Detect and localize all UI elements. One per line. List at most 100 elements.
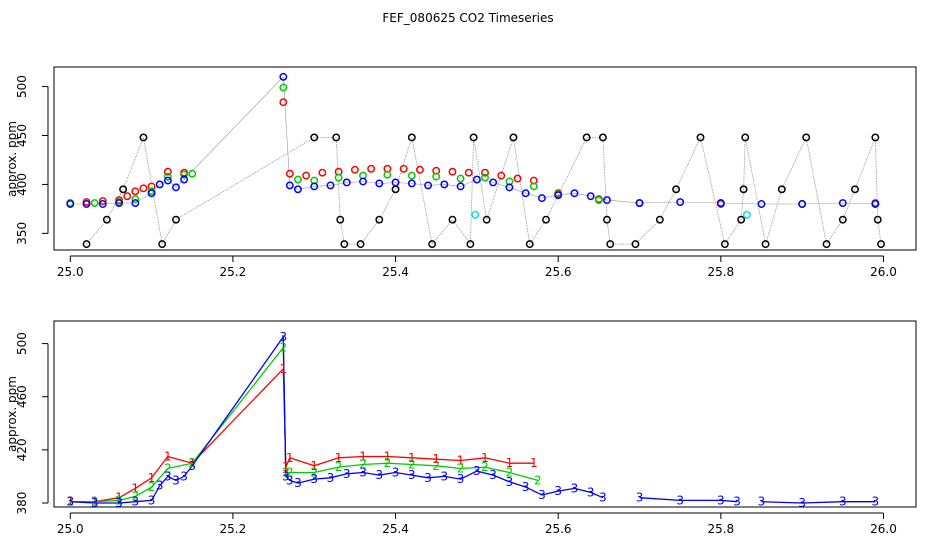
bottom-point-series-2: 2 — [148, 480, 156, 494]
bottom-x-tick-label: 25.2 — [220, 522, 247, 536]
top-plot-frame — [53, 66, 917, 251]
bottom-point-series-3: 3 — [280, 330, 288, 344]
top-y-axis-label: approx. ppm — [5, 121, 19, 197]
bottom-point-series-3: 3 — [872, 495, 880, 509]
top-point-black — [391, 185, 400, 194]
bottom-x-tick-label: 25.4 — [382, 522, 409, 536]
top-point-blue — [115, 199, 124, 207]
bottom-point-series-1: 1 — [148, 471, 156, 485]
top-point-black — [119, 185, 128, 194]
top-point-blue — [326, 181, 335, 190]
top-point-blue — [716, 199, 725, 207]
top-point-blue — [359, 177, 367, 186]
top-point-red — [139, 184, 148, 193]
top-point-blue — [98, 200, 107, 208]
bottom-point-series-2: 2 — [481, 460, 489, 474]
bottom-point-series-1: 1 — [132, 481, 140, 495]
top-point-green — [131, 195, 140, 204]
top-point-red — [513, 174, 522, 183]
bottom-plot-frame — [53, 320, 917, 508]
bottom-point-series-3: 3 — [156, 479, 164, 493]
top-point-black — [761, 240, 770, 249]
top-point-blue — [131, 199, 140, 207]
bottom-point-series-3: 3 — [132, 495, 140, 509]
top-points — [66, 72, 885, 249]
bottom-point-series-3: 3 — [839, 495, 847, 509]
top-point-red — [399, 164, 408, 173]
bottom-point-series-1: 1 — [66, 495, 74, 509]
bottom-point-series-3: 3 — [164, 469, 172, 483]
top-point-black — [542, 215, 550, 224]
bottom-point-series-3: 3 — [172, 473, 180, 487]
bottom-point-series-2: 2 — [188, 456, 196, 470]
figure-title: FEF_080625 CO2 Timeseries — [382, 11, 553, 25]
top-point-black — [672, 185, 681, 194]
bottom-point-series-3: 3 — [424, 471, 432, 485]
bottom-point-series-3: 3 — [538, 488, 546, 502]
top-point-green — [383, 170, 392, 179]
top-point-red — [481, 168, 489, 177]
bottom-point-series-1: 1 — [91, 495, 99, 509]
bottom-point-series-2: 2 — [91, 495, 99, 509]
top-point-black — [606, 240, 615, 249]
bottom-point-series-2: 2 — [115, 493, 123, 507]
bottom-point-series-3: 3 — [188, 459, 196, 473]
top-point-blue — [391, 178, 400, 187]
bottom-point-series-3: 3 — [91, 496, 99, 510]
top-point-red — [131, 187, 140, 196]
top-point-red — [497, 171, 506, 180]
top-point-black — [375, 215, 384, 224]
bottom-point-series-1: 1 — [481, 451, 489, 465]
bottom-point-series-2: 2 — [335, 460, 343, 474]
top-point-blue — [424, 181, 433, 190]
top-point-black — [631, 240, 640, 249]
bottom-point-series-2: 2 — [66, 495, 74, 509]
top-point-green — [407, 171, 416, 180]
top-point-green — [188, 169, 197, 178]
top-point-blue — [310, 182, 319, 191]
top-point-blue — [537, 194, 546, 203]
bottom-point-series-3: 3 — [758, 495, 766, 509]
top-point-red — [350, 165, 359, 174]
top-point-green — [90, 199, 99, 207]
bottom-y-axis: 380 420 460 500 — [15, 332, 49, 514]
top-point-blue — [155, 180, 164, 189]
bottom-point-series-3: 3 — [327, 471, 335, 485]
top-point-green — [279, 83, 288, 92]
top-point-black — [737, 215, 746, 224]
top-connector-line — [86, 136, 882, 246]
top-point-blue — [521, 189, 530, 198]
top-point-green — [481, 173, 489, 182]
bottom-point-series-2: 2 — [506, 465, 514, 479]
bottom-point-series-2: 2 — [457, 461, 465, 475]
top-point-black — [172, 215, 180, 224]
top-point-black — [469, 133, 478, 142]
top-point-blue — [871, 200, 880, 208]
top-point-black — [739, 185, 748, 194]
top-point-blue — [279, 72, 288, 81]
bottom-point-series-3: 3 — [717, 493, 725, 507]
bottom-point-series-2: 2 — [534, 473, 542, 487]
top-y-tick-label: 350 — [15, 222, 29, 245]
top-x-tick-label: 25.0 — [57, 265, 84, 279]
top-point-blue — [505, 183, 514, 192]
bottom-x-tick-label: 25.8 — [707, 522, 734, 536]
top-point-black — [696, 133, 705, 142]
top-point-blue — [294, 185, 302, 194]
bottom-point-series-2: 2 — [408, 457, 416, 471]
top-x-axis: 25.0 25.2 25.4 25.6 25.8 26.0 — [57, 255, 897, 279]
bottom-y-axis-label: approx. ppm — [5, 376, 19, 452]
top-point-red — [98, 197, 107, 206]
top-point-black — [428, 240, 437, 249]
top-point-blue — [180, 175, 189, 184]
top-point-black — [82, 240, 91, 249]
bottom-point-series-1: 1 — [530, 456, 538, 470]
bottom-point-series-1: 1 — [286, 451, 294, 465]
bottom-point-series-1: 1 — [164, 450, 172, 464]
bottom-y-tick-label: 460 — [15, 385, 29, 408]
bottom-point-series-1: 1 — [457, 454, 465, 468]
bottom-point-series-3: 3 — [676, 493, 684, 507]
bottom-point-series-3: 3 — [310, 472, 318, 486]
top-y-axis: 350 400 450 500 — [15, 75, 49, 245]
